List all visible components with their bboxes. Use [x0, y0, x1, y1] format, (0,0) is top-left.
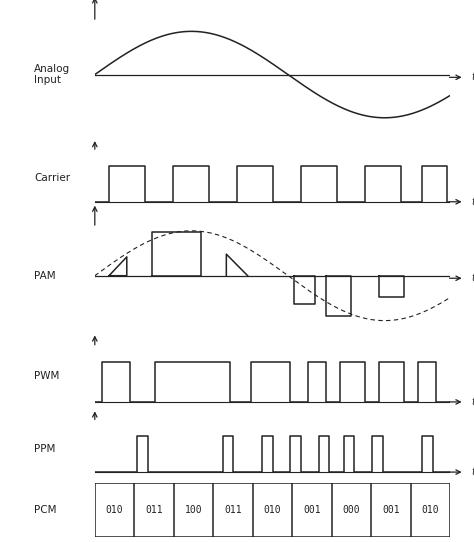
- Text: 011: 011: [145, 505, 163, 515]
- Text: PWM: PWM: [35, 371, 60, 381]
- Text: 001: 001: [382, 505, 400, 515]
- Text: PPM: PPM: [35, 443, 56, 454]
- Text: 011: 011: [224, 505, 242, 515]
- Text: 100: 100: [185, 505, 202, 515]
- Text: 001: 001: [303, 505, 321, 515]
- Text: PAM: PAM: [35, 270, 56, 281]
- Text: PCM: PCM: [35, 505, 57, 515]
- Text: 000: 000: [343, 505, 360, 515]
- Text: t: t: [472, 72, 474, 82]
- Text: Analog
Input: Analog Input: [35, 64, 71, 86]
- Text: t: t: [472, 467, 474, 477]
- Text: t: t: [472, 397, 474, 407]
- Text: t: t: [472, 273, 474, 283]
- Text: 010: 010: [422, 505, 439, 515]
- Text: t: t: [472, 197, 474, 207]
- Text: Carrier: Carrier: [35, 173, 71, 183]
- Text: 010: 010: [106, 505, 123, 515]
- Text: 010: 010: [264, 505, 282, 515]
